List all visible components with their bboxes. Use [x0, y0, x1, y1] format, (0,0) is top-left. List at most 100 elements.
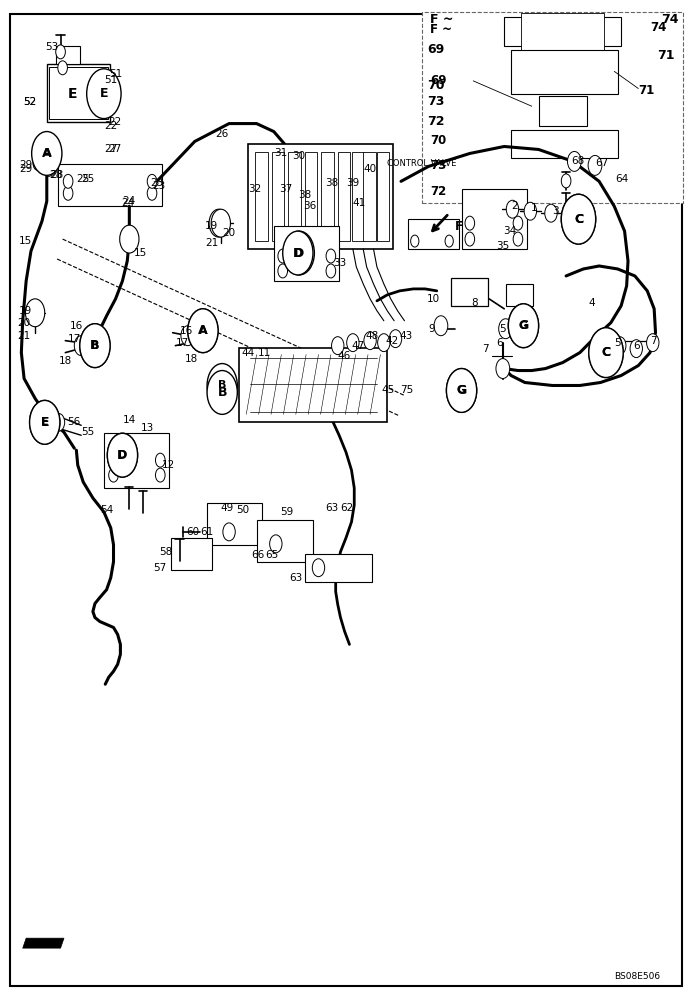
Bar — [511, 50, 618, 94]
Circle shape — [465, 232, 475, 246]
Text: 27: 27 — [104, 144, 117, 154]
Text: C: C — [601, 346, 610, 359]
Text: D: D — [118, 449, 127, 462]
Text: 47: 47 — [352, 341, 365, 351]
Text: 62: 62 — [340, 503, 354, 513]
Circle shape — [364, 332, 376, 350]
Circle shape — [147, 174, 157, 188]
Text: 19: 19 — [19, 306, 33, 316]
Bar — [289, 152, 300, 241]
Circle shape — [63, 174, 73, 188]
Circle shape — [347, 334, 359, 352]
Text: G: G — [519, 321, 528, 331]
Text: 28: 28 — [51, 170, 64, 180]
Circle shape — [499, 319, 513, 339]
Text: 22: 22 — [109, 117, 122, 127]
Circle shape — [209, 209, 228, 237]
Text: 58: 58 — [159, 547, 172, 557]
Text: 63: 63 — [289, 573, 303, 583]
Text: 26: 26 — [215, 129, 228, 139]
Text: 38: 38 — [325, 178, 338, 188]
Text: D: D — [294, 247, 304, 260]
Text: E: E — [40, 416, 49, 429]
Bar — [521, 13, 604, 50]
Bar — [255, 152, 268, 241]
Text: E: E — [100, 87, 108, 100]
Circle shape — [211, 209, 230, 237]
Text: 35: 35 — [496, 241, 509, 251]
Text: 4: 4 — [588, 298, 594, 308]
Circle shape — [326, 264, 336, 278]
Bar — [59, 164, 162, 206]
Bar — [239, 348, 388, 422]
Text: 38: 38 — [298, 190, 311, 200]
Text: D: D — [118, 450, 127, 460]
Circle shape — [74, 336, 88, 356]
Circle shape — [107, 433, 138, 477]
Bar — [321, 152, 334, 241]
Text: 60: 60 — [186, 527, 199, 537]
Text: 22: 22 — [104, 121, 117, 131]
Circle shape — [326, 249, 336, 263]
Text: 2: 2 — [511, 201, 518, 211]
Text: 64: 64 — [616, 174, 629, 184]
Text: 15: 15 — [134, 248, 147, 258]
Bar — [272, 152, 284, 241]
Text: 11: 11 — [258, 348, 271, 358]
Text: 24: 24 — [121, 198, 134, 208]
Circle shape — [30, 400, 60, 444]
Text: 67: 67 — [595, 158, 608, 168]
Text: 7: 7 — [650, 336, 657, 346]
Bar — [47, 64, 110, 122]
Text: 41: 41 — [353, 198, 366, 208]
Text: 44: 44 — [242, 348, 255, 358]
Text: 13: 13 — [141, 423, 154, 433]
Text: 19: 19 — [205, 221, 218, 231]
Text: 54: 54 — [100, 505, 113, 515]
Text: A: A — [199, 326, 207, 336]
Circle shape — [378, 334, 390, 352]
Text: E: E — [41, 417, 48, 427]
Text: 51: 51 — [104, 75, 117, 85]
Circle shape — [561, 194, 596, 244]
Circle shape — [312, 559, 325, 577]
Text: 5: 5 — [499, 324, 505, 334]
Text: 18: 18 — [184, 354, 198, 364]
Circle shape — [80, 324, 110, 368]
Text: 6: 6 — [496, 338, 502, 348]
Circle shape — [445, 235, 453, 247]
Text: 40: 40 — [363, 164, 376, 174]
Text: 53: 53 — [45, 42, 58, 52]
Circle shape — [331, 337, 344, 355]
Text: 72: 72 — [427, 115, 445, 128]
Text: 16: 16 — [179, 326, 193, 336]
Bar — [257, 520, 313, 562]
Text: 69: 69 — [430, 74, 446, 87]
Polygon shape — [23, 938, 64, 948]
Text: F ~: F ~ — [430, 23, 452, 36]
Circle shape — [509, 304, 538, 348]
Bar — [538, 96, 587, 126]
Text: 25: 25 — [76, 174, 90, 184]
Bar — [56, 46, 80, 64]
Text: 73: 73 — [430, 159, 446, 172]
Circle shape — [26, 299, 45, 327]
Bar — [408, 219, 459, 249]
Circle shape — [80, 324, 110, 368]
Text: 51: 51 — [109, 69, 122, 79]
Text: F ~: F ~ — [430, 13, 453, 26]
Circle shape — [109, 468, 118, 482]
Text: 17: 17 — [67, 334, 81, 344]
Text: 28: 28 — [49, 170, 62, 180]
Text: 52: 52 — [23, 97, 36, 107]
Circle shape — [109, 453, 118, 467]
Bar — [421, 12, 683, 203]
Bar — [506, 284, 533, 306]
Text: 8: 8 — [471, 298, 477, 308]
Text: 49: 49 — [221, 503, 234, 513]
Circle shape — [434, 316, 448, 336]
Bar — [511, 130, 618, 158]
Circle shape — [33, 156, 43, 170]
Bar — [377, 152, 390, 241]
Text: 34: 34 — [503, 226, 516, 236]
